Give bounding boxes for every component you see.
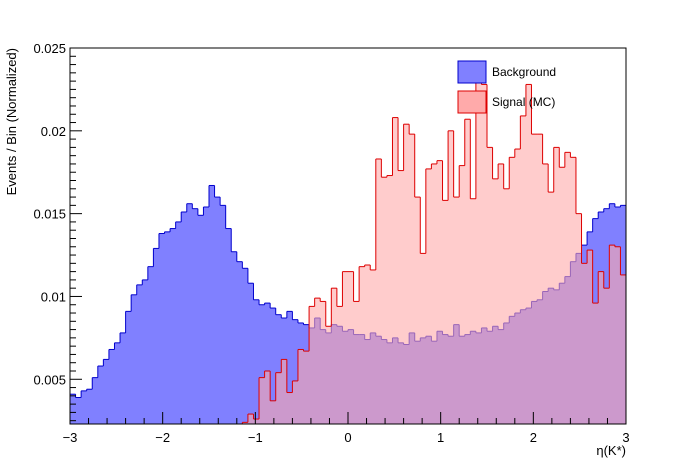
x-tick-label: −3 <box>63 430 78 445</box>
y-tick-label: 0.01 <box>41 289 66 304</box>
axis-ticks <box>69 47 627 424</box>
y-tick-label: 0.005 <box>33 372 66 387</box>
y-tick-label: 0.02 <box>41 124 66 139</box>
legend: Background Signal (MC) <box>457 60 556 114</box>
x-tick-label: 1 <box>437 430 444 445</box>
x-tick-label: 2 <box>530 430 537 445</box>
x-tick-label: −1 <box>248 430 263 445</box>
y-tick-label: 0.015 <box>33 207 66 222</box>
x-tick-label: 3 <box>622 430 629 445</box>
legend-label-background: Background <box>492 65 556 79</box>
series-fill <box>70 81 626 424</box>
legend-swatch-background <box>457 60 487 84</box>
tick-labels: −3 −2 −1 0 1 2 3 0.005 0.01 0.015 0.02 0.025 <box>33 41 629 445</box>
legend-label-signal: Signal (MC) <box>492 95 555 109</box>
y-tick-label: 0.025 <box>33 41 66 56</box>
y-axis-title: Events / Bin (Normalized) <box>4 48 19 195</box>
plot-area <box>70 80 626 424</box>
x-tick-label: 0 <box>344 430 351 445</box>
x-axis-title: η(K*) <box>596 443 626 458</box>
series-1 <box>70 80 626 424</box>
legend-swatch-signal <box>457 90 487 114</box>
x-tick-label: −2 <box>155 430 170 445</box>
